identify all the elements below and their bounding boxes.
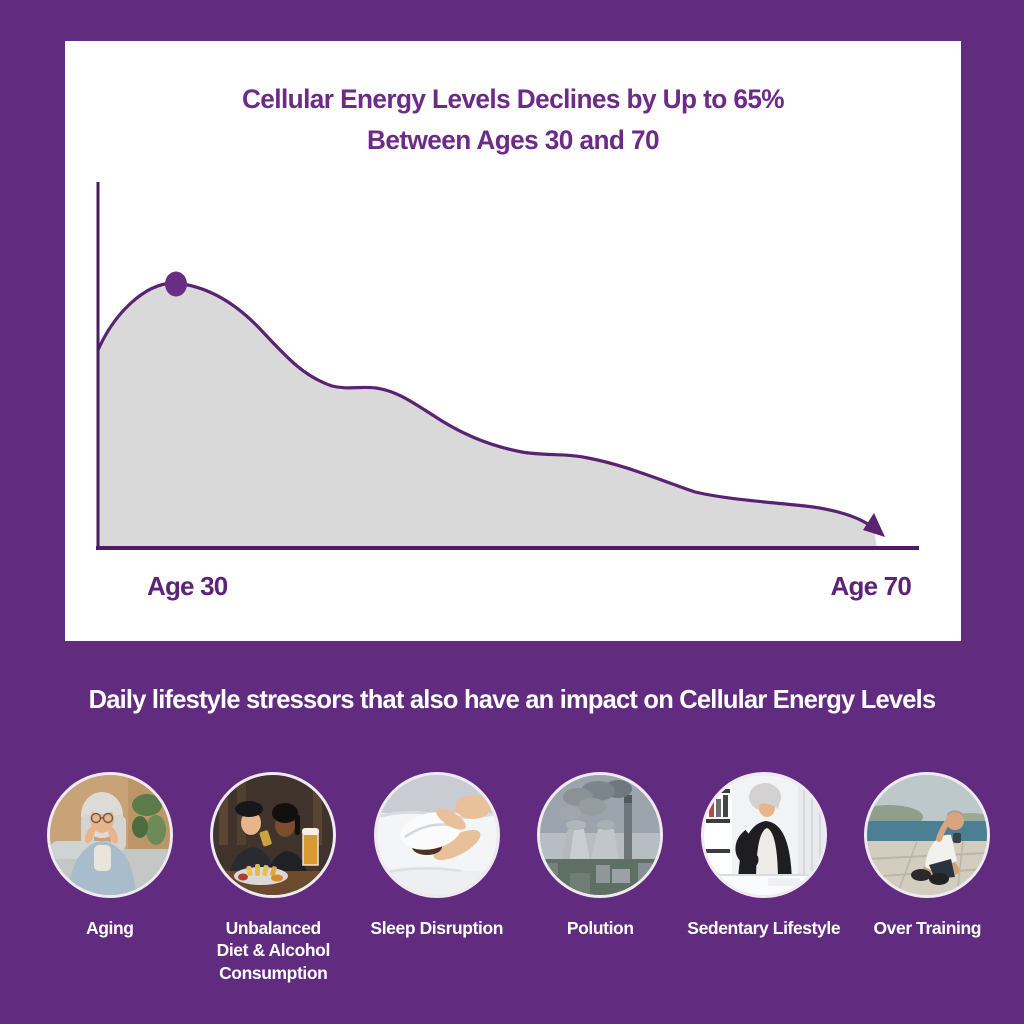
chart-title: Cellular Energy Levels Declines by Up to…	[65, 41, 961, 161]
stressor-item-sedentary: Sedentary Lifestyle	[682, 772, 846, 984]
chart-card: Cellular Energy Levels Declines by Up to…	[65, 41, 961, 641]
stressor-item-aging: Aging	[28, 772, 192, 984]
stressors-heading: Daily lifestyle stressors that also have…	[88, 684, 937, 714]
stressor-label: Sedentary Lifestyle	[687, 918, 841, 938]
stressor-label: Sleep Disruption	[370, 918, 504, 938]
pollution-photo	[537, 772, 664, 898]
energy-decline-chart	[96, 182, 919, 550]
stressor-label: Polution	[566, 918, 634, 938]
stressor-label: Aging	[85, 918, 134, 938]
sleep-disruption-photo	[373, 772, 500, 898]
aging-photo	[46, 772, 173, 898]
stressor-item-diet: Unbalanced Diet & Alcohol Consumption	[192, 772, 356, 984]
chart-title-line1: Cellular Energy Levels Declines by Up to…	[241, 84, 785, 114]
chart-title-line2: Between Ages 30 and 70	[367, 125, 659, 155]
x-axis-label-age-70: Age 70	[830, 571, 912, 601]
peak-marker-dot	[165, 271, 187, 297]
sedentary-lifestyle-photo	[700, 772, 827, 898]
stressor-label: Unbalanced Diet & Alcohol Consumption	[216, 918, 331, 983]
stressor-item-pollution: Polution	[519, 772, 683, 984]
stressor-item-overtraining: Over Training	[846, 772, 1010, 984]
x-axis-label-age-30: Age 30	[147, 571, 228, 601]
stressor-item-sleep: Sleep Disruption	[355, 772, 519, 984]
curve-arrowhead	[863, 513, 885, 537]
over-training-photo	[864, 772, 991, 898]
stressor-label: Over Training	[873, 918, 982, 938]
energy-curve	[96, 281, 874, 529]
energy-area-fill	[98, 283, 877, 548]
stressors-row: Aging	[28, 772, 1009, 984]
unbalanced-diet-photo	[210, 772, 337, 898]
